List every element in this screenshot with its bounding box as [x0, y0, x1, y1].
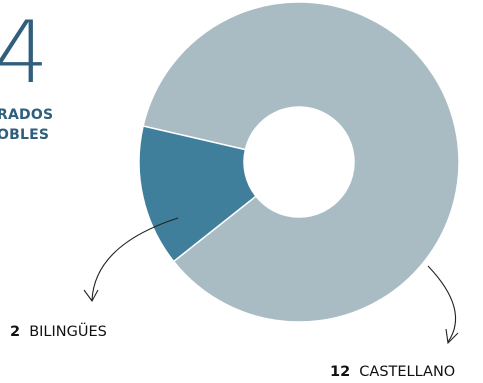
- subtitle-line-1: RADOS: [0, 107, 53, 123]
- label-bilingues: 2 BILINGÜES: [10, 321, 107, 340]
- slice-castellano: [142, 1, 460, 323]
- arrow-castellano-head: [445, 328, 459, 345]
- donut-slices: [138, 1, 460, 323]
- label-bilingues-name: BILINGÜES: [29, 322, 107, 340]
- arrow-bilingues: [91, 217, 179, 301]
- arrow-bilingues-head: [83, 289, 99, 303]
- label-castellano-name: CASTELLANO: [359, 364, 455, 380]
- subtitle-line-2: OBLES: [0, 127, 49, 143]
- arrow-castellano: [427, 265, 456, 343]
- label-castellano: 12 CASTELLANO: [330, 361, 455, 380]
- big-number: 4: [0, 3, 49, 103]
- slice-bilingües: [138, 125, 257, 263]
- label-bilingues-value: 2: [10, 324, 20, 340]
- label-castellano-value: 12: [330, 364, 350, 380]
